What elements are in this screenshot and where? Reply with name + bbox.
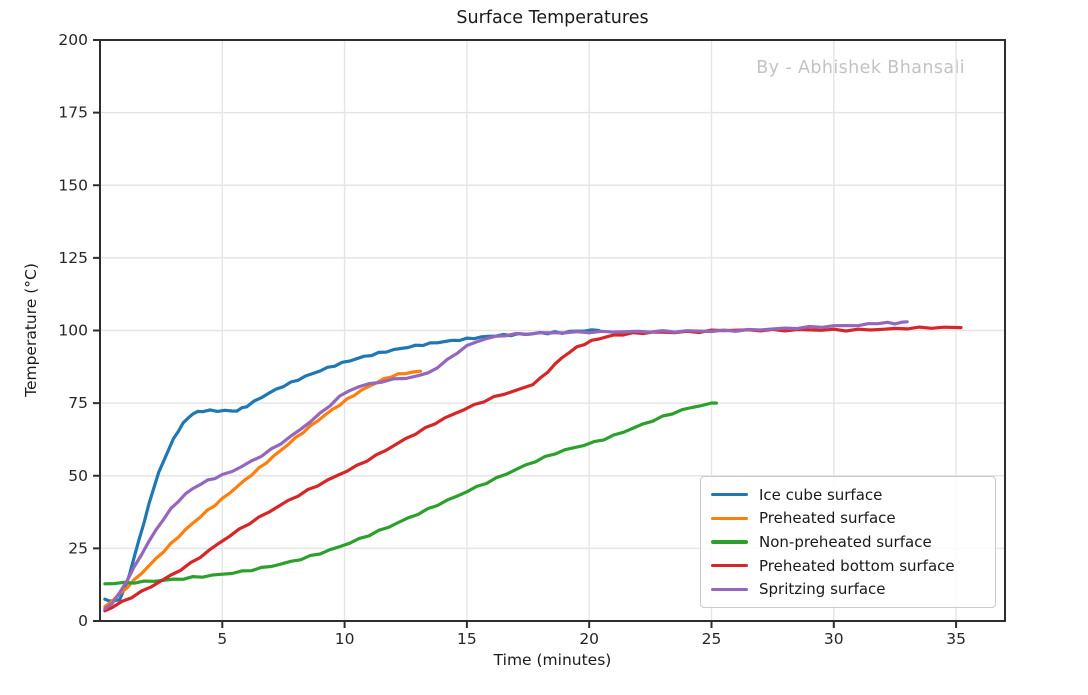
watermark-text: By - Abhishek Bhansali bbox=[756, 58, 965, 78]
legend: Ice cube surface Preheated surface Non-pre… bbox=[700, 476, 996, 608]
y-tick-label: 50 bbox=[68, 467, 88, 485]
x-tick-label: 10 bbox=[335, 630, 355, 648]
series-line-preheated-surface bbox=[103, 369, 422, 609]
legend-swatch bbox=[711, 516, 748, 520]
chart-title: Surface Temperatures bbox=[456, 8, 649, 28]
series-line-preheated-bottom-surface bbox=[103, 325, 963, 613]
legend-item: Non-preheated surface bbox=[711, 533, 985, 551]
x-tick-label: 5 bbox=[217, 630, 227, 648]
y-tick-label: 125 bbox=[58, 249, 88, 267]
x-tick-label: 15 bbox=[457, 630, 477, 648]
y-tick-label: 150 bbox=[58, 176, 88, 194]
y-tick-label: 175 bbox=[58, 104, 88, 122]
x-tick-label: 20 bbox=[579, 630, 599, 648]
legend-item: Preheated bottom surface bbox=[711, 557, 985, 575]
series-line-spritzing-surface bbox=[103, 320, 909, 611]
legend-item: Ice cube surface bbox=[711, 486, 985, 504]
legend-swatch bbox=[711, 493, 748, 497]
x-axis-label: Time (minutes) bbox=[493, 651, 612, 669]
x-tick-label: 30 bbox=[824, 630, 844, 648]
x-tick-label: 25 bbox=[702, 630, 722, 648]
y-tick-label: 75 bbox=[68, 394, 88, 412]
legend-swatch bbox=[711, 563, 748, 568]
legend-swatch bbox=[711, 587, 748, 591]
legend-label: Non-preheated surface bbox=[759, 532, 932, 551]
legend-label: Spritzing surface bbox=[759, 580, 886, 599]
legend-label: Preheated surface bbox=[759, 509, 896, 528]
series-line-non-preheated-surface bbox=[103, 401, 718, 586]
y-tick-label: 0 bbox=[78, 612, 88, 630]
legend-label: Preheated bottom surface bbox=[759, 556, 955, 575]
y-tick-label: 200 bbox=[58, 31, 88, 49]
y-tick-label: 25 bbox=[68, 539, 88, 557]
x-tick-label: 35 bbox=[946, 630, 966, 648]
legend-item: Spritzing surface bbox=[711, 580, 985, 598]
legend-swatch bbox=[711, 540, 748, 544]
y-tick-label: 100 bbox=[58, 322, 88, 340]
legend-label: Ice cube surface bbox=[759, 485, 883, 504]
legend-item: Preheated surface bbox=[711, 509, 985, 527]
